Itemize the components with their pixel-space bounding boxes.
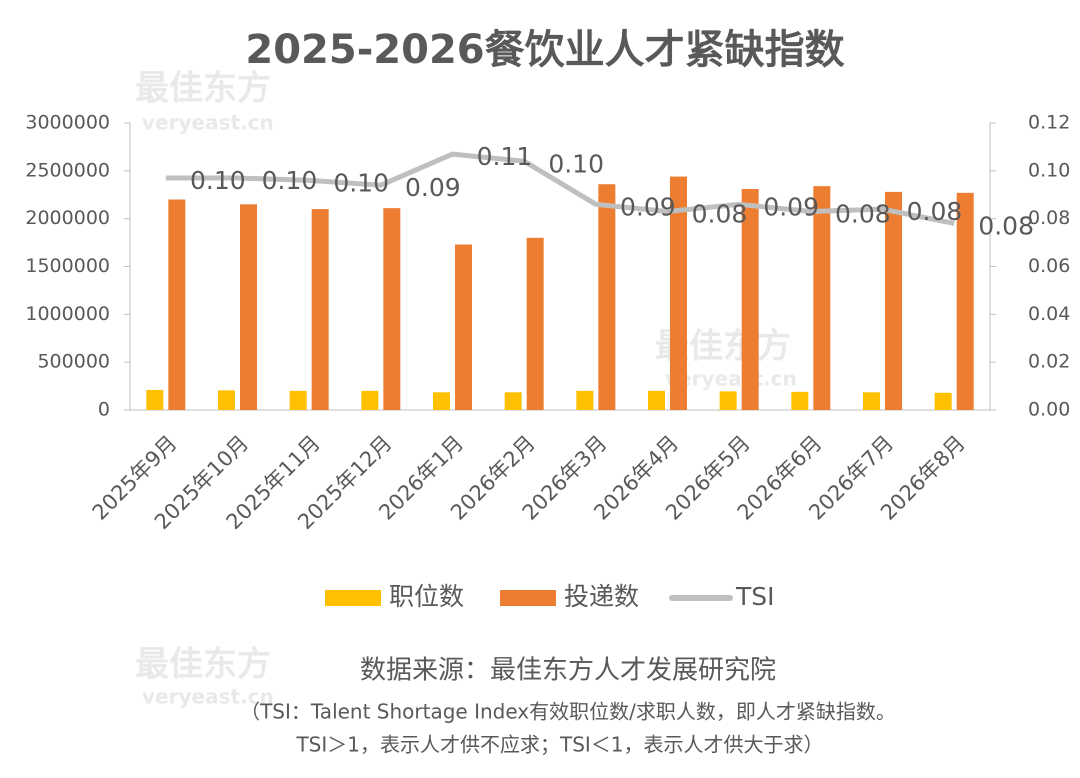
line [165,151,955,226]
legend-label: 投递数 [564,582,639,611]
legend-label: TSI [735,582,775,611]
bar [218,390,235,410]
watermarks: 最佳东方 veryeast.cn 最佳东方 veryeast.cn 最佳东方 v… [135,69,797,709]
data-label: 0.10 [333,168,389,197]
data-label: 0.11 [477,142,533,171]
data-label: 0.10 [262,166,318,195]
y2-tick-label: 0.12 [1028,112,1070,134]
legend-label: 职位数 [389,582,464,611]
source: 数据来源：最佳东方人才发展研究院 [360,656,776,686]
data-label: 0.08 [692,199,748,228]
bar [455,244,472,410]
bar [670,176,687,410]
bar [433,392,450,410]
y-tick-label: 2500000 [25,159,110,181]
data-label: 0.09 [763,192,819,221]
bar [576,390,594,410]
legend-swatch [500,590,556,606]
y2-tick-label: 0.00 [1028,399,1070,421]
bar [648,390,665,410]
bar [526,237,544,410]
y2-tick-label: 0.10 [1028,159,1070,181]
bar [504,392,522,410]
watermark-url: veryeast.cn [142,685,274,709]
data-label: 0.10 [190,166,246,195]
bar [813,186,831,410]
bar [598,184,616,410]
bar [361,390,379,410]
bar [956,192,974,410]
data-label: 0.08 [978,211,1034,240]
y2-tick-label: 0.06 [1028,255,1070,277]
bar [146,389,164,410]
chart-title: 2025-2026餐饮业人才紧缺指数 [245,27,844,73]
bar [741,189,759,410]
bar [168,199,186,410]
legend-swatch [325,590,381,606]
y-tick-label: 0 [98,399,110,421]
y-tick-label: 1000000 [25,303,110,325]
bar [311,209,329,410]
bar [885,191,902,410]
bar [240,204,257,410]
bar [289,390,307,410]
watermark-url: veryeast.cn [142,111,274,135]
data-label: 0.09 [620,192,676,221]
y2-tick-label: 0.02 [1028,351,1070,373]
bar [719,391,737,410]
bar [383,208,401,410]
watermark: 最佳东方 [135,69,271,109]
data-label: 0.09 [405,173,461,202]
bar [791,391,809,410]
y-tick-label: 1500000 [25,255,110,277]
note: （TSI：Talent Shortage Index有效职位数/求职人数，即人才… [240,700,896,724]
bar [863,392,880,410]
data-label: 0.10 [548,149,604,178]
y2-tick-label: 0.08 [1028,207,1070,229]
y-tick-label: 2000000 [25,207,110,229]
y-tick-label: 3000000 [25,112,110,134]
y2-tick-label: 0.04 [1028,303,1070,325]
bar [934,392,952,410]
data-label: 0.08 [835,199,891,228]
watermark: 最佳东方 [135,645,271,685]
y-tick-label: 500000 [37,351,110,373]
data-label: 0.08 [907,197,963,226]
note: TSI＞1，表示人才供不应求；TSI＜1，表示人才供大于求） [295,733,823,757]
